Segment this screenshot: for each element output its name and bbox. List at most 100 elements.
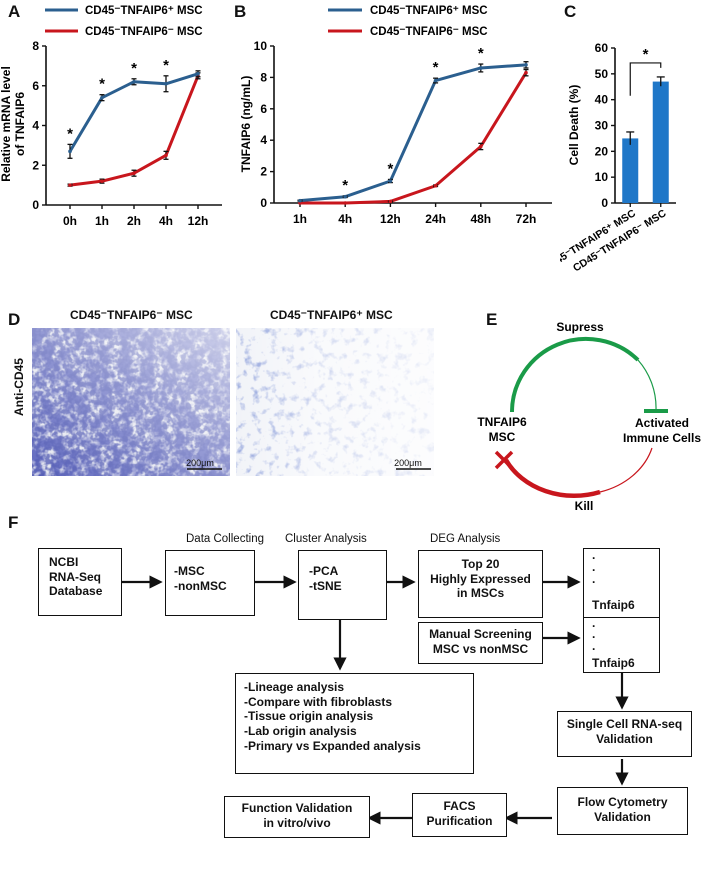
- chart-a-y-tick-label: 4: [32, 119, 39, 133]
- chart-b-x-tick-label: 12h: [380, 212, 401, 226]
- chart-a-x-tick-label: 0h: [63, 214, 77, 228]
- chart-a-significance-star: *: [131, 60, 137, 77]
- chart-b-y-tick-label: 2: [260, 165, 267, 179]
- legend-a-2: CD45⁻TNFAIP6⁻ MSC: [85, 26, 203, 38]
- chart-b-y-tick-label: 10: [254, 39, 268, 53]
- box-top20-line3: in MSCs: [456, 586, 505, 601]
- chart-b-series-line-2: [300, 71, 528, 205]
- chart-b-point-1: [388, 179, 393, 183]
- chart-b-point-1: [433, 78, 438, 83]
- chart-b-x-tick-label: 4h: [338, 212, 352, 226]
- suppress-label: Supress: [556, 320, 604, 334]
- chart-a-point-1: [132, 79, 136, 84]
- chart-c: Cell Death (%) 0102030405060CD45⁻TNFAIP6…: [560, 41, 676, 274]
- chart-a-x-tick-label: 1h: [95, 214, 109, 228]
- box-function-line1: Function Validation: [241, 801, 353, 815]
- box-top20-line1: Top 20: [461, 557, 500, 571]
- chart-a-y-tick-label: 2: [32, 158, 39, 172]
- chart-b-point-2: [479, 144, 483, 149]
- chart-b: CD45⁻TNFAIP6⁺ MSC CD45⁻TNFAIP6⁻ MSC TNFA…: [239, 5, 552, 226]
- chart-a-x-tick-label: 4h: [159, 214, 173, 228]
- box-list1-gene: Tnfaip6: [592, 598, 635, 612]
- chart-b-y-tick-label: 6: [260, 102, 267, 116]
- box-ncbi-database: NCBI RNA-Seq Database: [38, 548, 122, 616]
- step-data-collecting: Data Collecting: [186, 533, 264, 545]
- histology-image-negative: 200μm: [32, 328, 230, 476]
- box-pca-line1: -PCA: [309, 564, 339, 578]
- chart-b-x-tick-label: 72h: [516, 212, 537, 226]
- box-analyses: -Lineage analysis -Compare with fibrobla…: [235, 673, 474, 774]
- chart-a-point-2: [132, 171, 136, 175]
- legend-b-2: CD45⁻TNFAIP6⁻ MSC: [370, 26, 488, 38]
- scale-bar-right: 200μm: [394, 458, 422, 468]
- kill-arc: [504, 458, 601, 499]
- chart-a-x-tick-label: 12h: [188, 214, 209, 228]
- box-analyses-line5: -Primary vs Expanded analysis: [244, 738, 421, 753]
- box-msc-line2: -nonMSC: [174, 578, 227, 593]
- tnfaip6-msc-label-1: TNFAIP6: [477, 415, 527, 429]
- box-single-cell-line1: Single Cell RNA-seq: [566, 717, 683, 731]
- step-deg-analysis: DEG Analysis: [430, 533, 501, 545]
- panel-d-row-label: Anti-CD45: [12, 358, 26, 417]
- chart-a-point-1: [196, 72, 200, 76]
- chart-b-significance-star: *: [342, 177, 348, 194]
- chart-b-point-1: [298, 198, 302, 203]
- box-function-line2: in vitro/vivo: [263, 815, 331, 830]
- chart-c-bar-2: [652, 81, 669, 203]
- chart-a-point-1: [100, 95, 104, 100]
- chart-c-y-tick-label: 30: [595, 119, 609, 133]
- chart-a-point-2: [164, 153, 168, 158]
- chart-a-y-tick-label: 0: [32, 198, 39, 212]
- step-cluster-analysis: Cluster Analysis: [285, 533, 367, 545]
- box-manual-line2: MSC vs nonMSC: [432, 641, 529, 656]
- diagram-e: Supress TNFAIP6 MSC Activated Immune Cel…: [477, 320, 701, 513]
- box-top20: Top 20 Highly Expressed in MSCs: [418, 550, 543, 618]
- chart-a-point-1: [68, 149, 72, 154]
- chart-a-series-line-1: [68, 72, 199, 153]
- box-list1-dot2: .: [592, 560, 596, 574]
- box-manual-screening: Manual Screening MSC vs nonMSC: [418, 622, 543, 664]
- scale-bar-left: 200μm: [186, 458, 214, 468]
- histology-image-positive: 200μm: [236, 328, 434, 476]
- chart-b-y-tick-label: 4: [260, 133, 267, 147]
- chart-b-point-2: [433, 183, 438, 188]
- box-flow-line1: Flow Cytometry: [577, 795, 668, 809]
- chart-a-series-line-2: [69, 75, 200, 187]
- box-gene-list-2: . . . Tnfaip6: [583, 617, 660, 673]
- box-flow-line2: Validation: [594, 809, 651, 824]
- chart-a-significance-star: *: [163, 57, 169, 74]
- chart-b-point-1: [479, 66, 483, 70]
- flow-arrows: [122, 575, 629, 825]
- chart-c-bar-1: [622, 138, 639, 203]
- box-analyses-line1: -Lineage analysis: [244, 680, 345, 694]
- box-ncbi-line2: RNA-Seq: [49, 569, 102, 584]
- chart-a-significance-star: *: [67, 125, 73, 142]
- chart-b-y-tick-label: 0: [260, 196, 267, 210]
- chart-c-y-tick-label: 60: [595, 41, 609, 55]
- chart-c-y-tick-label: 10: [595, 170, 609, 184]
- box-ncbi-line3: Database: [49, 584, 103, 599]
- legend-a-1: CD45⁻TNFAIP6⁺ MSC: [85, 5, 203, 17]
- box-msc-line1: -MSC: [174, 564, 205, 578]
- panel-d-title-left: CD45⁻TNFAIP6⁻ MSC: [70, 308, 193, 322]
- box-pca-tsne: -PCA -tSNE: [298, 550, 387, 620]
- box-facs-line1: FACS: [443, 799, 476, 813]
- suppress-arc-tail: [637, 359, 657, 411]
- panel-letter-f: F: [8, 513, 19, 532]
- immune-cells-label-2: Immune Cells: [623, 431, 701, 445]
- chart-a-y-tick-label: 8: [32, 39, 39, 53]
- chart-a-y-tick-label: 6: [32, 79, 39, 93]
- chart-c-y-tick-label: 40: [595, 93, 609, 107]
- chart-b-significance-star: *: [433, 59, 439, 76]
- chart-a-significance-star: *: [99, 76, 105, 93]
- ylabel-b: TNFAIP6 (ng/mL): [239, 76, 253, 173]
- chart-c-significance-star: *: [643, 46, 649, 63]
- box-analyses-line3: -Tissue origin analysis: [244, 709, 374, 724]
- ylabel-a-line1: Relative mRNA level: [0, 66, 13, 182]
- panel-letter-a: A: [8, 2, 21, 21]
- kill-label: Kill: [575, 499, 594, 513]
- chart-a-point-2: [100, 179, 104, 183]
- box-list2-dot3: .: [592, 638, 596, 653]
- box-facs-purification: FACS Purification: [412, 793, 507, 837]
- ylabel-a-line2: of TNFAIP6: [13, 92, 27, 156]
